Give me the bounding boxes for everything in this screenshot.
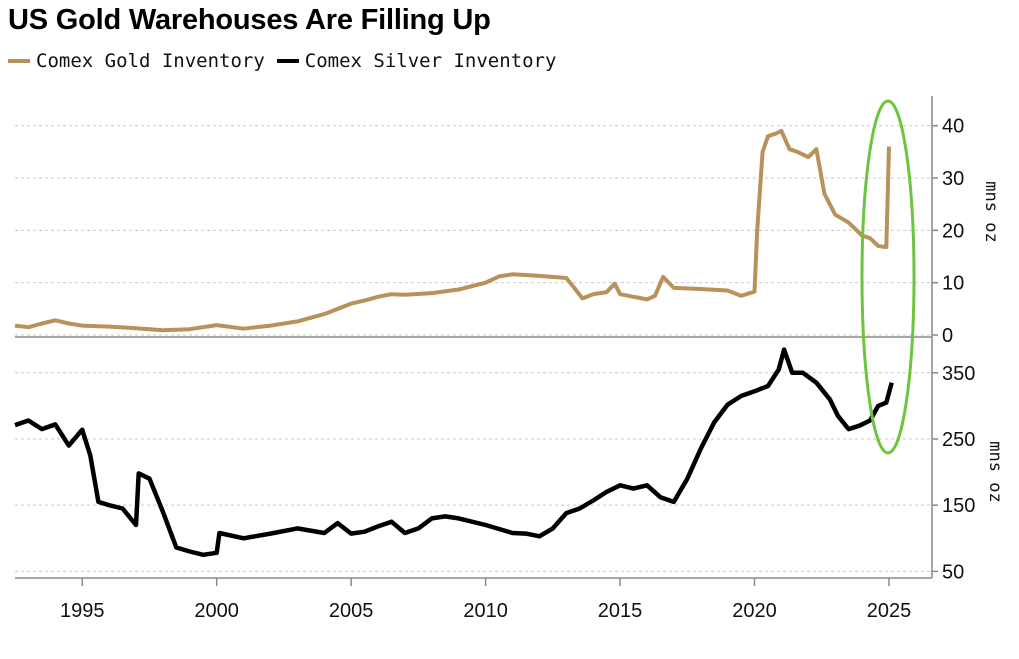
x-tick-label: 2010 xyxy=(463,600,508,622)
x-axis-ticks: 1995 2000 2005 2010 2015 2020 2025 xyxy=(60,578,911,622)
legend-swatch-silver xyxy=(276,59,299,63)
highlight-ellipse xyxy=(860,99,916,455)
top-panel-grid xyxy=(15,125,932,336)
legend: Comex Gold Inventory Comex Silver Invent… xyxy=(8,50,568,72)
chart-title: US Gold Warehouses Are Filling Up xyxy=(8,4,491,36)
top-y-axis-ticks: 0 10 20 30 40 xyxy=(932,116,964,347)
gold-y-tick-label: 30 xyxy=(942,168,964,190)
gold-y-tick-label: 40 xyxy=(942,116,964,138)
legend-label-gold: Comex Gold Inventory xyxy=(36,50,265,72)
x-tick-label: 2000 xyxy=(194,600,239,622)
silver-y-tick-label: 150 xyxy=(942,495,975,517)
x-tick-label: 2015 xyxy=(598,600,643,622)
legend-label-silver: Comex Silver Inventory xyxy=(304,50,557,72)
bottom-y-axis-ticks: 50 150 250 350 xyxy=(932,363,975,583)
silver-y-tick-label: 250 xyxy=(942,429,975,451)
bottom-unit-label: mns oz xyxy=(985,441,1005,502)
gold-y-tick-label: 0 xyxy=(942,325,953,347)
silver-y-tick-label: 50 xyxy=(942,561,964,583)
silver-y-tick-label: 350 xyxy=(942,363,975,385)
gold-y-tick-label: 10 xyxy=(942,273,964,295)
x-tick-label: 1995 xyxy=(60,600,105,622)
legend-item-silver: Comex Silver Inventory xyxy=(276,50,557,72)
legend-item-gold: Comex Gold Inventory xyxy=(8,50,265,72)
x-tick-label: 2020 xyxy=(732,600,777,622)
gold-inventory-line xyxy=(14,128,891,333)
top-unit-label: mns oz xyxy=(981,181,1001,242)
legend-swatch-gold xyxy=(8,59,30,63)
x-tick-label: 2005 xyxy=(329,600,374,622)
bottom-panel-grid xyxy=(15,372,932,572)
silver-inventory-line xyxy=(14,347,894,558)
x-tick-label: 2025 xyxy=(867,600,912,622)
gold-y-tick-label: 20 xyxy=(942,220,964,242)
